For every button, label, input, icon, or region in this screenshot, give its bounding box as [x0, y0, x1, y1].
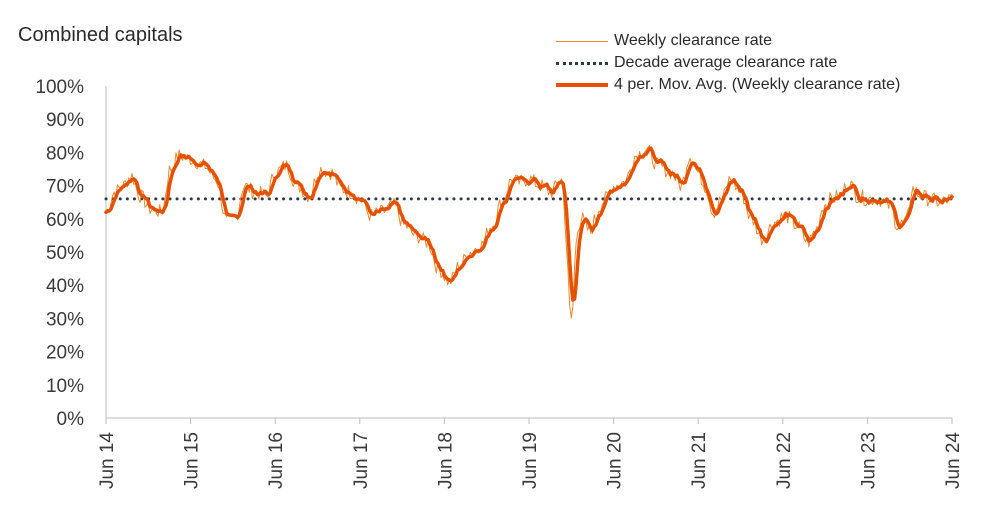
- x-axis: Jun 14 Jun 15 Jun 16 Jun 17 Jun 18 Jun 19 Jun …: [97, 417, 964, 489]
- y-tick-label: 40%: [46, 276, 84, 297]
- y-tick-label: 10%: [46, 376, 84, 397]
- y-tick-label: 70%: [46, 177, 84, 198]
- x-tick-label: Jun 20: [605, 432, 626, 489]
- series-weekly-line: [105, 145, 953, 319]
- y-tick-label: 80%: [46, 143, 84, 164]
- legend-swatch-decade: [556, 61, 608, 65]
- chart-legend: Weekly clearance rate Decade average cle…: [556, 30, 900, 96]
- legend-item-decade: Decade average clearance rate: [556, 52, 900, 74]
- y-tick-label: 90%: [46, 110, 84, 131]
- chart-title: Combined capitals: [18, 24, 183, 46]
- x-tick-label: Jun 21: [689, 432, 710, 489]
- x-tick-label: Jun 22: [774, 432, 795, 489]
- legend-label-decade: Decade average clearance rate: [614, 54, 838, 71]
- legend-swatch-weekly: [556, 40, 608, 42]
- legend-item-weekly: Weekly clearance rate: [556, 30, 900, 52]
- legend-label-mavg: 4 per. Mov. Avg. (Weekly clearance rate): [614, 76, 901, 93]
- legend-label-weekly: Weekly clearance rate: [614, 32, 772, 49]
- y-tick-label: 30%: [46, 309, 84, 330]
- legend-swatch-mavg: [556, 83, 608, 87]
- y-tick-label: 50%: [46, 243, 84, 264]
- x-tick-label: Jun 14: [97, 432, 118, 489]
- y-axis: 100% 90% 80% 70% 60% 50% 40% 30% 20% 10% 0%: [35, 77, 107, 430]
- legend-item-mavg: 4 per. Mov. Avg. (Weekly clearance rate): [556, 74, 900, 96]
- x-tick-label: Jun 18: [435, 432, 456, 489]
- series-moving-average-line: [104, 146, 954, 302]
- x-tick-label: Jun 24: [943, 432, 964, 489]
- x-tick-label: Jun 17: [351, 432, 372, 489]
- plot-area: [104, 145, 954, 319]
- y-tick-label: 60%: [46, 210, 84, 231]
- y-tick-label: 20%: [46, 343, 84, 364]
- y-tick-label: 0%: [57, 409, 85, 430]
- x-tick-label: Jun 15: [182, 432, 203, 489]
- x-tick-label: Jun 16: [266, 432, 287, 489]
- y-tick-label: 100%: [35, 77, 84, 98]
- x-tick-label: Jun 19: [520, 432, 541, 489]
- x-tick-label: Jun 23: [858, 432, 879, 489]
